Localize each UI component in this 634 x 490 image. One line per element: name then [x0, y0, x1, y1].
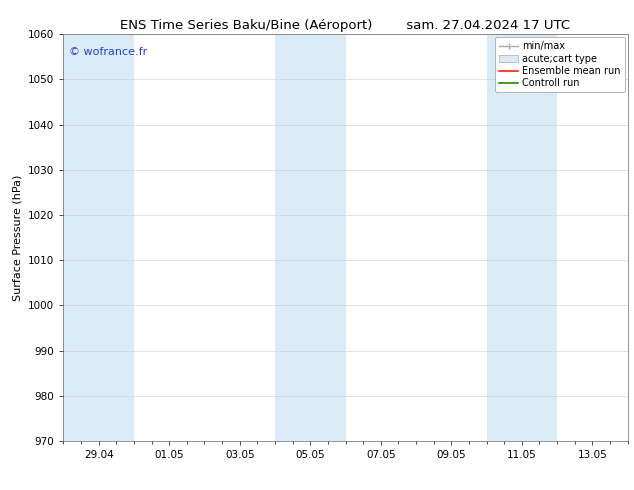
Bar: [275, 34, 346, 441]
Title: ENS Time Series Baku/Bine (Aéroport)        sam. 27.04.2024 17 UTC: ENS Time Series Baku/Bine (Aéroport) sam…: [120, 19, 571, 32]
Bar: [487, 34, 557, 441]
Bar: [63, 34, 134, 441]
Y-axis label: Surface Pressure (hPa): Surface Pressure (hPa): [13, 174, 23, 301]
Legend: min/max, acute;cart type, Ensemble mean run, Controll run: min/max, acute;cart type, Ensemble mean …: [495, 37, 624, 92]
Text: © wofrance.fr: © wofrance.fr: [69, 47, 147, 56]
